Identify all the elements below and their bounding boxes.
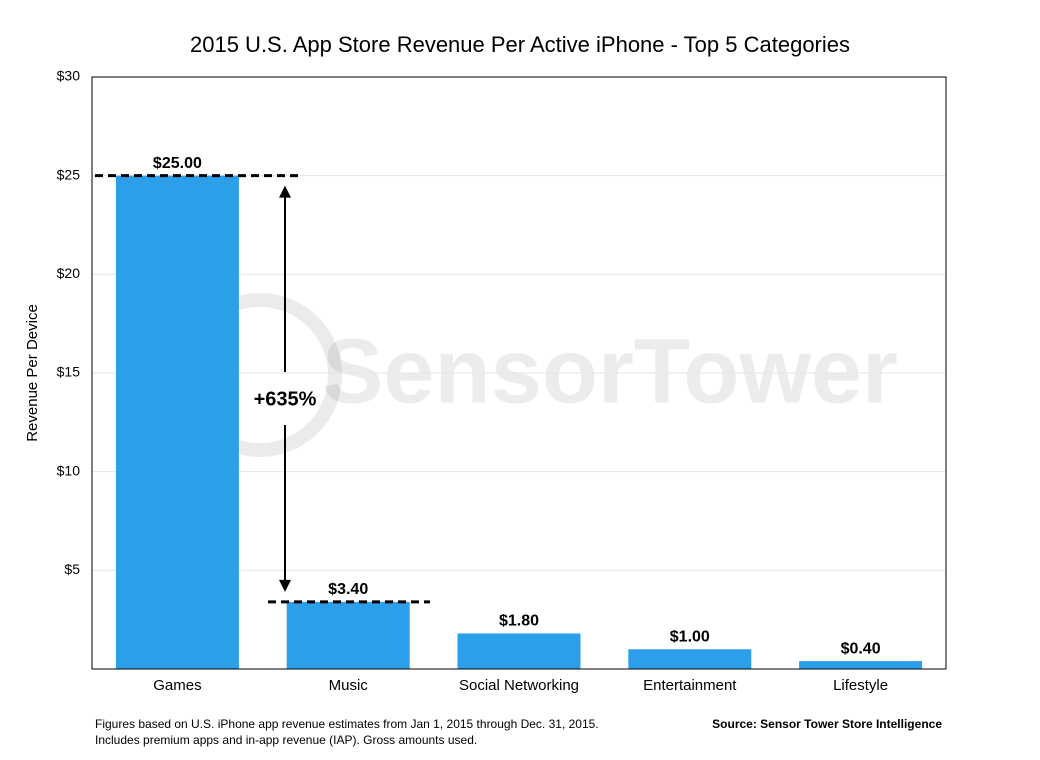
bar <box>799 661 923 669</box>
bar <box>115 175 239 669</box>
value-label: $25.00 <box>153 155 202 172</box>
arrow-head <box>279 579 291 592</box>
x-tick-label: Entertainment <box>643 677 737 694</box>
bar <box>457 633 581 669</box>
bar <box>286 601 410 669</box>
x-tick-label: Games <box>153 677 201 694</box>
source: Source: Sensor Tower Store Intelligence <box>712 717 942 731</box>
value-label: $1.80 <box>499 613 539 630</box>
watermark: SensorTower <box>322 320 898 422</box>
y-tick-label: $30 <box>57 68 81 84</box>
chart-title: 2015 U.S. App Store Revenue Per Active i… <box>190 32 850 57</box>
y-tick-label: $20 <box>57 265 81 281</box>
value-label: $3.40 <box>328 581 368 598</box>
footnote: Includes premium apps and in-app revenue… <box>95 733 477 747</box>
annotation: +635% <box>254 388 317 410</box>
bar <box>628 649 752 669</box>
footnote: Figures based on U.S. iPhone app revenue… <box>95 717 599 731</box>
y-tick-label: $5 <box>64 561 80 577</box>
x-tick-label: Lifestyle <box>833 677 888 694</box>
y-tick-label: $10 <box>57 462 81 478</box>
plot-frame <box>91 76 947 670</box>
x-tick-label: Music <box>329 677 369 694</box>
y-axis-label: Revenue Per Device <box>24 304 41 442</box>
y-tick-label: $15 <box>57 364 81 380</box>
y-tick-label: $25 <box>57 166 81 182</box>
value-label: $1.00 <box>670 628 710 645</box>
value-label: $0.40 <box>841 640 881 657</box>
x-tick-label: Social Networking <box>459 677 579 694</box>
arrow-head <box>279 185 291 198</box>
